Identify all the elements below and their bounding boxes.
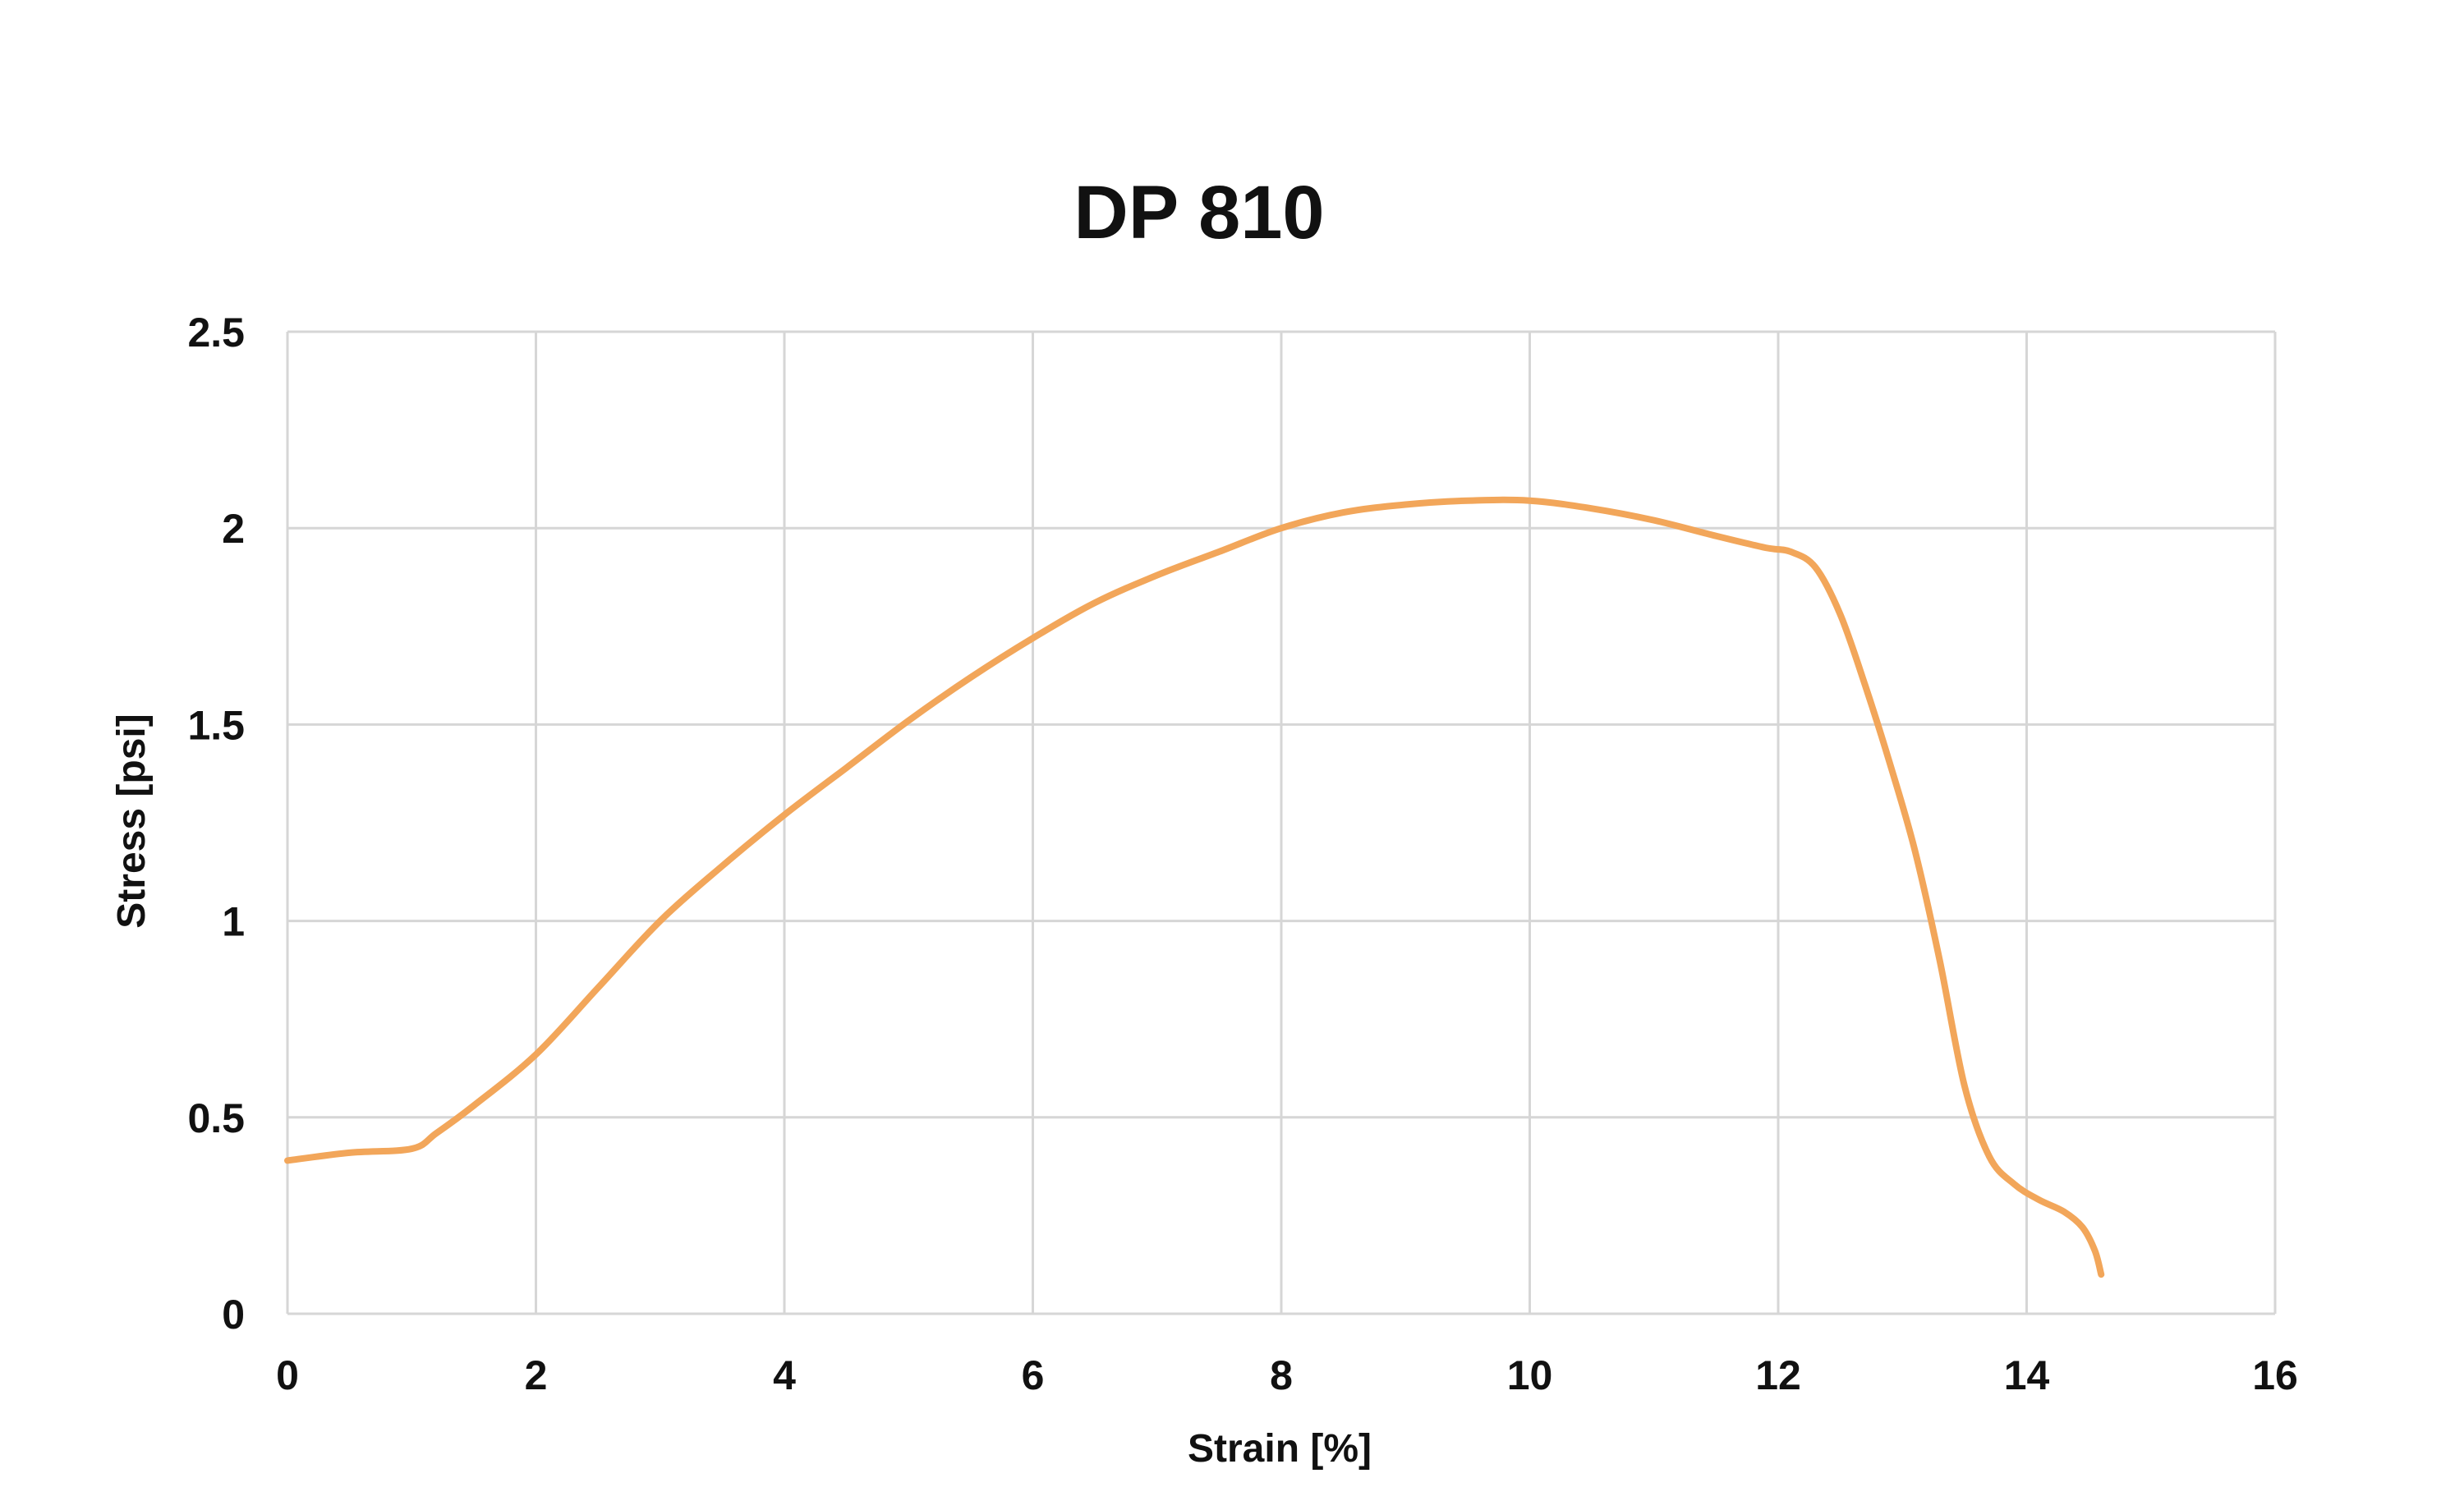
- y-tick-label: 1.5: [187, 702, 245, 748]
- x-tick-label: 0: [276, 1352, 299, 1398]
- y-tick-label: 2.5: [187, 310, 245, 356]
- x-tick-label: 10: [1507, 1352, 1553, 1398]
- y-tick-label: 0: [222, 1292, 245, 1338]
- y-tick-layer: 0 0.5 1 1.5 2 2.5: [187, 310, 245, 1338]
- x-tick-layer: 0 2 4 6 8 10 12 14 16: [276, 1352, 2298, 1398]
- x-tick-label: 4: [773, 1352, 796, 1398]
- x-tick-label: 12: [1755, 1352, 1801, 1398]
- y-tick-label: 0.5: [187, 1095, 245, 1141]
- x-tick-label: 16: [2252, 1352, 2298, 1398]
- series-layer: [284, 496, 2105, 1278]
- y-tick-label: 2: [222, 506, 245, 552]
- chart-title: DP 810: [1073, 171, 1324, 255]
- x-tick-label: 14: [2004, 1352, 2050, 1398]
- x-tick-label: 8: [1270, 1352, 1293, 1398]
- stress-strain-line: [284, 496, 2105, 1278]
- x-axis-label: Strain [%]: [1188, 1427, 1372, 1471]
- y-axis-label: Stress [psi]: [110, 714, 154, 928]
- x-tick-label: 6: [1022, 1352, 1045, 1398]
- grid-layer: [286, 330, 2277, 1315]
- x-tick-label: 2: [525, 1352, 548, 1398]
- y-tick-label: 1: [222, 899, 245, 945]
